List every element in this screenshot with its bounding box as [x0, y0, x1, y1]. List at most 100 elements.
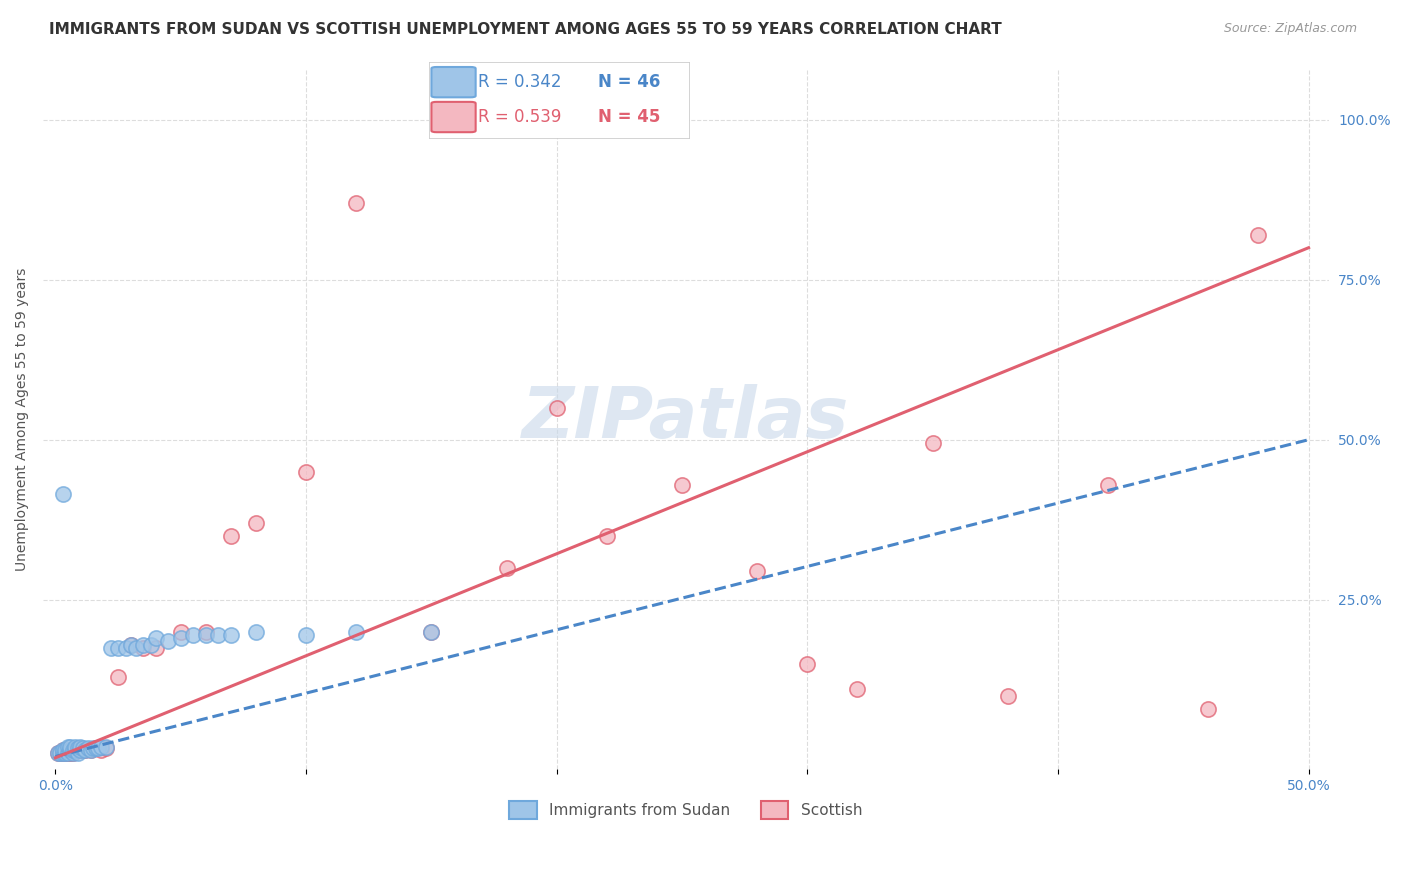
Scottish: [66, 743, 89, 757]
Scottish: [546, 401, 568, 415]
Immigrants from Sudan: [65, 743, 87, 757]
Text: ZIPatlas: ZIPatlas: [522, 384, 849, 453]
Immigrants from Sudan: [55, 747, 77, 761]
Scottish: [65, 743, 87, 757]
Immigrants from Sudan: [55, 743, 77, 757]
Immigrants from Sudan: [107, 640, 129, 655]
Immigrants from Sudan: [420, 624, 443, 639]
Scottish: [59, 747, 82, 761]
Immigrants from Sudan: [56, 747, 79, 761]
Scottish: [747, 564, 769, 578]
Scottish: [170, 624, 193, 639]
Immigrants from Sudan: [194, 628, 217, 642]
Immigrants from Sudan: [170, 631, 193, 645]
Immigrants from Sudan: [75, 743, 97, 757]
Immigrants from Sudan: [77, 741, 100, 756]
Text: IMMIGRANTS FROM SUDAN VS SCOTTISH UNEMPLOYMENT AMONG AGES 55 TO 59 YEARS CORRELA: IMMIGRANTS FROM SUDAN VS SCOTTISH UNEMPL…: [49, 22, 1002, 37]
Immigrants from Sudan: [72, 741, 94, 756]
Immigrants from Sudan: [139, 638, 162, 652]
Scottish: [107, 669, 129, 683]
Scottish: [344, 195, 367, 210]
FancyBboxPatch shape: [432, 67, 475, 97]
Text: Source: ZipAtlas.com: Source: ZipAtlas.com: [1223, 22, 1357, 36]
Scottish: [65, 743, 87, 757]
Immigrants from Sudan: [62, 747, 84, 761]
Scottish: [55, 743, 77, 757]
Scottish: [56, 743, 79, 757]
Scottish: [219, 529, 242, 543]
Scottish: [56, 747, 79, 761]
Scottish: [997, 689, 1019, 703]
Scottish: [596, 529, 619, 543]
Scottish: [846, 682, 869, 697]
Immigrants from Sudan: [94, 739, 117, 754]
Immigrants from Sudan: [157, 634, 180, 648]
Immigrants from Sudan: [66, 741, 89, 756]
Scottish: [921, 436, 943, 450]
Scottish: [62, 743, 84, 757]
Scottish: [295, 465, 318, 479]
Immigrants from Sudan: [90, 739, 112, 754]
Scottish: [52, 747, 75, 761]
Immigrants from Sudan: [344, 624, 367, 639]
Scottish: [72, 743, 94, 757]
Scottish: [132, 640, 155, 655]
Immigrants from Sudan: [79, 743, 101, 757]
Immigrants from Sudan: [124, 640, 146, 655]
Immigrants from Sudan: [245, 624, 267, 639]
Immigrants from Sudan: [62, 743, 84, 757]
Immigrants from Sudan: [66, 747, 89, 761]
Scottish: [245, 516, 267, 530]
Text: N = 46: N = 46: [598, 73, 661, 91]
Scottish: [671, 477, 693, 491]
Scottish: [46, 747, 69, 761]
Immigrants from Sudan: [52, 487, 75, 501]
FancyBboxPatch shape: [432, 102, 475, 132]
Immigrants from Sudan: [52, 747, 75, 761]
Legend: Immigrants from Sudan, Scottish: Immigrants from Sudan, Scottish: [503, 795, 868, 825]
Immigrants from Sudan: [82, 741, 104, 756]
Text: R = 0.342: R = 0.342: [478, 73, 562, 91]
Scottish: [62, 747, 84, 761]
Scottish: [94, 741, 117, 756]
Immigrants from Sudan: [46, 747, 69, 761]
Immigrants from Sudan: [59, 739, 82, 754]
Y-axis label: Unemployment Among Ages 55 to 59 years: Unemployment Among Ages 55 to 59 years: [15, 268, 30, 571]
Immigrants from Sudan: [65, 739, 87, 754]
Immigrants from Sudan: [100, 640, 122, 655]
Scottish: [49, 747, 72, 761]
Text: R = 0.539: R = 0.539: [478, 108, 561, 126]
Immigrants from Sudan: [56, 739, 79, 754]
Scottish: [75, 743, 97, 757]
Scottish: [145, 640, 167, 655]
Immigrants from Sudan: [207, 628, 229, 642]
Scottish: [1197, 701, 1219, 715]
Scottish: [84, 741, 107, 756]
Immigrants from Sudan: [52, 743, 75, 757]
Scottish: [420, 624, 443, 639]
Scottish: [1097, 477, 1119, 491]
Immigrants from Sudan: [114, 640, 136, 655]
Immigrants from Sudan: [132, 638, 155, 652]
Scottish: [495, 560, 517, 574]
Immigrants from Sudan: [219, 628, 242, 642]
Scottish: [796, 657, 818, 671]
Scottish: [59, 743, 82, 757]
Immigrants from Sudan: [145, 631, 167, 645]
Immigrants from Sudan: [181, 628, 204, 642]
Immigrants from Sudan: [59, 743, 82, 757]
Immigrants from Sudan: [84, 741, 107, 756]
Text: N = 45: N = 45: [598, 108, 661, 126]
Scottish: [79, 743, 101, 757]
Immigrants from Sudan: [295, 628, 318, 642]
Scottish: [1247, 227, 1270, 242]
Scottish: [52, 743, 75, 757]
Immigrants from Sudan: [87, 741, 110, 756]
Scottish: [90, 743, 112, 757]
Immigrants from Sudan: [69, 739, 91, 754]
Immigrants from Sudan: [49, 747, 72, 761]
Scottish: [120, 638, 142, 652]
Immigrants from Sudan: [69, 743, 91, 757]
Scottish: [194, 624, 217, 639]
Scottish: [69, 743, 91, 757]
